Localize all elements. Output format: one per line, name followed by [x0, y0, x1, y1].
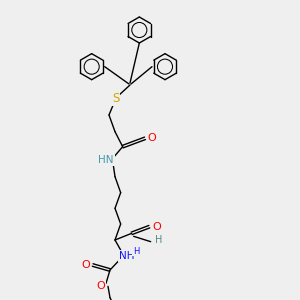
- Text: NH: NH: [118, 251, 134, 261]
- Text: S: S: [112, 92, 119, 105]
- Text: O: O: [152, 222, 161, 232]
- Text: O: O: [148, 133, 156, 143]
- Text: HN: HN: [98, 155, 114, 165]
- Text: H: H: [133, 247, 140, 256]
- Text: H: H: [155, 235, 162, 245]
- Text: O: O: [97, 281, 105, 291]
- Text: O: O: [81, 260, 90, 270]
